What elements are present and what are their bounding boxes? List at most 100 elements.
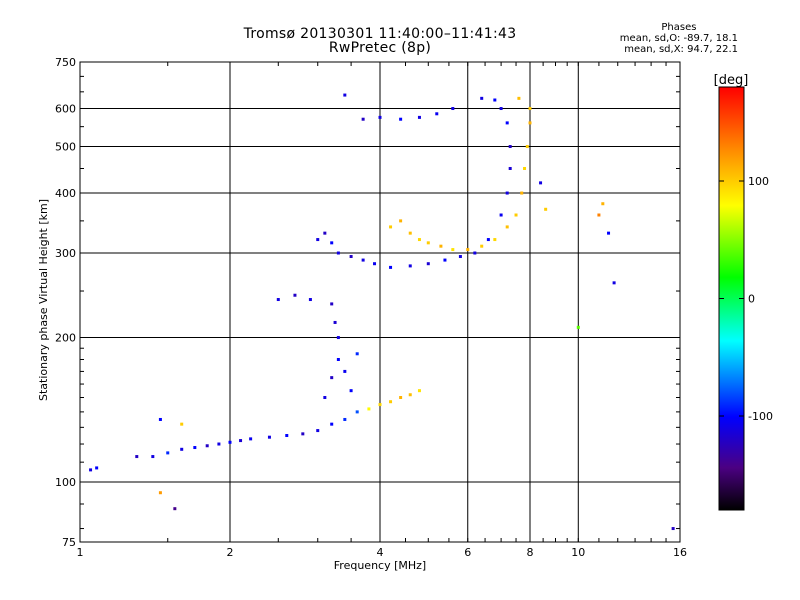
data-point: [301, 432, 305, 436]
data-point: [323, 231, 327, 235]
data-point: [330, 422, 334, 426]
phases-heading: Phases: [661, 22, 697, 33]
data-point: [378, 403, 382, 407]
data-point: [607, 231, 611, 235]
data-point: [576, 325, 580, 329]
data-point: [323, 396, 327, 400]
data-point: [520, 191, 524, 195]
data-point: [493, 238, 497, 242]
data-point: [95, 466, 99, 470]
data-point: [671, 527, 675, 531]
data-point: [505, 121, 509, 125]
data-point: [228, 440, 232, 444]
x-tick-label: 16: [673, 546, 687, 559]
data-point: [499, 107, 503, 111]
scatter-points: [89, 93, 675, 531]
x-tick-label: 2: [227, 546, 234, 559]
data-point: [336, 336, 340, 340]
data-point: [493, 98, 497, 102]
data-point: [597, 213, 601, 217]
y-tick-label: 750: [55, 56, 76, 69]
data-point: [528, 121, 532, 125]
data-point: [349, 389, 353, 393]
data-point: [514, 213, 518, 217]
data-point: [343, 369, 347, 373]
data-point: [89, 468, 93, 472]
data-point: [361, 117, 365, 121]
data-point: [399, 396, 403, 400]
data-point: [367, 407, 371, 411]
data-point: [499, 213, 503, 217]
data-point: [217, 442, 221, 446]
data-point: [158, 491, 162, 495]
data-point: [417, 389, 421, 393]
data-point: [158, 417, 162, 421]
y-tick-label: 600: [55, 103, 76, 116]
data-point: [361, 258, 365, 262]
data-point: [276, 298, 280, 302]
data-point: [505, 225, 509, 229]
data-point: [399, 117, 403, 121]
data-point: [544, 207, 548, 211]
data-point: [389, 225, 393, 229]
data-point: [480, 244, 484, 248]
colorbar-tick-label: 0: [748, 293, 755, 306]
colorbar-tick-label: 100: [748, 175, 769, 188]
x-tick-label: 4: [377, 546, 384, 559]
data-point: [166, 451, 170, 455]
data-point: [426, 262, 430, 266]
data-point: [135, 455, 139, 459]
data-point: [458, 255, 462, 259]
y-tick-label: 300: [55, 247, 76, 260]
colorbar-tick-label: -100: [748, 410, 773, 423]
data-point: [336, 251, 340, 255]
phases-line-x: mean, sd,X: 94.7, 22.1: [624, 44, 738, 55]
data-point: [417, 238, 421, 242]
colorbar-label: [deg]: [714, 73, 749, 88]
y-tick-label: 500: [55, 141, 76, 154]
chart-title: Tromsø 20130301 11:40:00–11:41:43: [243, 26, 517, 42]
data-point: [330, 302, 334, 306]
y-axis-label: Stationary phase Virtual Height [km]: [37, 199, 50, 401]
colorbar-ticks: 100 0 -100: [719, 175, 773, 423]
data-point: [239, 439, 243, 443]
data-point: [480, 96, 484, 100]
data-point: [473, 251, 477, 255]
data-point: [399, 219, 403, 223]
x-axis-label: Frequency [MHz]: [334, 559, 426, 572]
data-point: [378, 115, 382, 119]
data-point: [505, 191, 509, 195]
data-point: [330, 241, 334, 245]
y-tick-label: 200: [55, 332, 76, 345]
chart-subtitle: RwPretec (8p): [328, 40, 432, 56]
data-point: [443, 258, 447, 262]
data-point: [343, 417, 347, 421]
x-tick-label: 10: [571, 546, 585, 559]
data-point: [439, 244, 443, 248]
data-point: [451, 248, 455, 252]
data-point: [249, 437, 253, 441]
y-axis-ticks: 75 100 200 300 400 500 600 750: [55, 56, 680, 549]
data-point: [539, 181, 543, 185]
data-point: [193, 446, 197, 450]
data-point: [528, 107, 532, 111]
data-point: [426, 241, 430, 245]
data-point: [408, 393, 412, 397]
data-point: [508, 145, 512, 149]
data-point: [612, 281, 616, 285]
data-point: [285, 434, 289, 438]
data-point: [205, 444, 209, 448]
data-point: [373, 262, 377, 266]
data-point: [180, 447, 184, 451]
phases-line-o: mean, sd,O: -89.7, 18.1: [619, 33, 738, 44]
data-point: [408, 264, 412, 268]
grid-lines: [80, 62, 680, 542]
data-point: [180, 422, 184, 426]
data-point: [267, 435, 271, 439]
y-tick-label: 75: [62, 536, 76, 549]
data-point: [525, 145, 529, 149]
data-point: [417, 115, 421, 119]
data-point: [451, 107, 455, 111]
data-point: [173, 507, 177, 511]
data-point: [330, 376, 334, 380]
